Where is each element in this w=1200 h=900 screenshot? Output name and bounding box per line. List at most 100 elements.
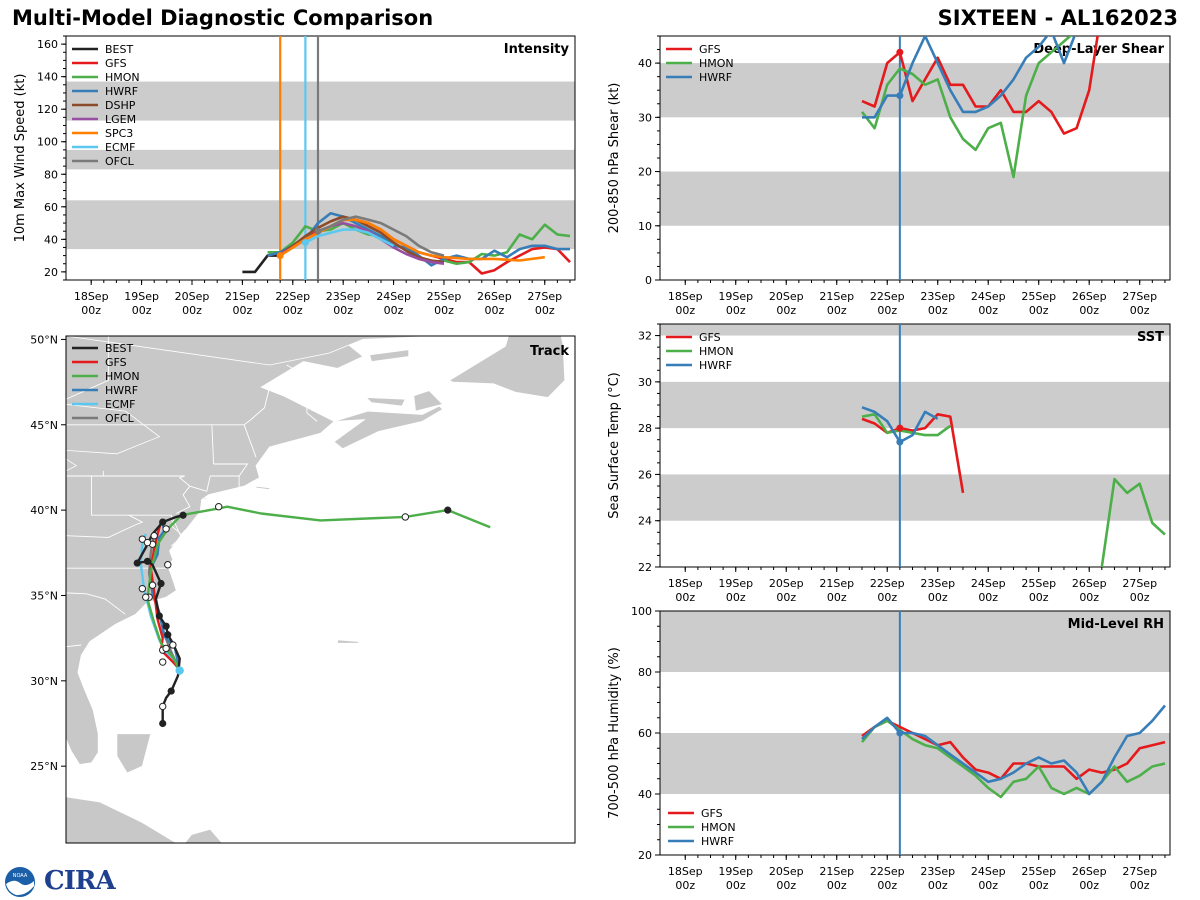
x-tick-hour: 00z <box>1029 591 1049 604</box>
x-tick-day: 19Sep <box>124 290 159 303</box>
y-tick-label: 28 <box>638 422 652 435</box>
legend-label-gfs: GFS <box>105 356 127 369</box>
y-axis-label: Sea Surface Temp (°C) <box>607 372 622 519</box>
land-labrador <box>66 336 575 366</box>
x-tick-day: 27Sep <box>527 290 562 303</box>
x-tick-hour: 00z <box>726 304 746 317</box>
land-ontario <box>66 458 77 472</box>
track-line-hmon <box>146 505 491 672</box>
x-tick-hour: 00z <box>978 879 998 892</box>
y-tick-label: 30 <box>638 376 652 389</box>
x-tick-day: 23Sep <box>920 865 955 878</box>
shear-panel: 0 10 20 30 40 18Sep 00z 19Sep 00z 20Sep 00z 21Sep 00… <box>0 0 1200 330</box>
series-line-dshp <box>279 215 445 264</box>
state-border <box>91 514 184 537</box>
land-cape-breton <box>413 390 444 412</box>
legend-label-gfs: GFS <box>699 43 721 56</box>
y-tick-label: 60 <box>44 201 58 214</box>
land-pei <box>365 397 406 407</box>
x-tick-day: 20Sep <box>769 290 804 303</box>
track-forecast-marker <box>401 513 410 521</box>
y-tick-label: 32 <box>638 330 652 343</box>
shear-chart: 01020304018Sep00z19Sep00z20Sep00z21Sep00… <box>607 35 1171 317</box>
threshold-band <box>660 171 1170 226</box>
y-tick-label: 140 <box>37 71 58 84</box>
state-border <box>66 592 126 615</box>
series-marker-ecmf <box>301 239 309 247</box>
x-tick-day: 22Sep <box>870 577 905 590</box>
panel-title: SST <box>1137 330 1164 345</box>
x-tick-hour: 00z <box>675 304 695 317</box>
x-tick-hour: 00z <box>978 591 998 604</box>
x-tick-day: 25Sep <box>1021 865 1056 878</box>
x-tick-day: 26Sep <box>1072 577 1107 590</box>
legend-label-hmon: HMON <box>699 57 734 70</box>
x-tick-hour: 00z <box>384 304 404 317</box>
series-marker-ofcl <box>314 227 322 235</box>
series-group <box>860 36 1099 280</box>
legend-label-lgem: LGEM <box>105 113 136 126</box>
x-tick-day: 21Sep <box>819 865 854 878</box>
legend-label-spc3: SPC3 <box>105 127 133 140</box>
x-tick-hour: 00z <box>675 879 695 892</box>
legend-label-best: BEST <box>105 342 133 355</box>
x-tick-hour: 00z <box>978 304 998 317</box>
x-tick-hour: 00z <box>827 304 847 317</box>
land-newfoundland <box>448 336 566 398</box>
x-tick-day: 20Sep <box>769 865 804 878</box>
y-tick-label: 80 <box>638 666 652 679</box>
x-tick-hour: 00z <box>1079 879 1099 892</box>
land-bermuda <box>337 639 361 644</box>
noaa-logo-icon: NOAA <box>5 867 35 897</box>
track-position-marker <box>179 511 187 519</box>
track-position-marker <box>162 622 170 630</box>
threshold-band <box>660 381 1170 429</box>
land-great-lakes-shore <box>66 403 161 455</box>
series-line-ecmf <box>304 228 395 247</box>
x-tick-day: 20Sep <box>175 290 210 303</box>
x-tick-hour: 00z <box>81 304 101 317</box>
state-border <box>286 364 372 412</box>
x-tick-hour: 00z <box>877 304 897 317</box>
x-tick-hour: 00z <box>283 304 303 317</box>
x-tick-day: 27Sep <box>1122 290 1157 303</box>
y-tick-label: 100 <box>37 136 58 149</box>
legend-label-dshp: DSHP <box>105 99 136 112</box>
x-tick-day: 25Sep <box>1021 577 1056 590</box>
x-tick-hour: 00z <box>1029 879 1049 892</box>
x-tick-hour: 00z <box>776 879 796 892</box>
series-line-hwrf <box>267 212 570 267</box>
x-tick-day: 24Sep <box>971 865 1006 878</box>
x-tick-day: 27Sep <box>1122 577 1157 590</box>
series-line-hwrf <box>861 704 1167 796</box>
cira-logo: NOAA CIRA <box>4 866 116 898</box>
legend-label-hwrf: HWRF <box>699 359 732 372</box>
x-tick-day: 22Sep <box>870 865 905 878</box>
y-tick-label: 40 <box>638 57 652 70</box>
x-tick-hour: 00z <box>1130 879 1150 892</box>
legend-label-gfs: GFS <box>105 57 127 70</box>
x-tick-hour: 00z <box>928 879 948 892</box>
storm-id-title: SIXTEEN - AL162023 <box>937 6 1178 30</box>
x-tick-hour: 00z <box>232 304 252 317</box>
track-forecast-marker <box>215 503 223 511</box>
noaa-logo-text: NOAA <box>13 873 28 879</box>
x-tick-day: 20Sep <box>769 577 804 590</box>
panel-title: Intensity <box>504 42 570 57</box>
land-cuba <box>66 796 178 843</box>
legend-label-gfs: GFS <box>701 807 723 820</box>
x-tick-day: 22Sep <box>275 290 310 303</box>
y-tick-label: 100 <box>631 605 652 618</box>
series-line-hmon <box>860 719 1166 799</box>
series-line-hmon <box>861 412 952 437</box>
track-forecast-marker <box>169 641 177 649</box>
track-position-marker <box>159 719 167 728</box>
track-position-marker <box>167 687 175 695</box>
legend-label-hwrf: HWRF <box>701 835 734 848</box>
x-tick-hour: 00z <box>827 879 847 892</box>
land-bahamas <box>116 733 152 774</box>
plot-frame <box>659 323 1171 568</box>
legend-label-ecmf: ECMF <box>105 141 135 154</box>
track-forecast-marker <box>159 702 167 711</box>
